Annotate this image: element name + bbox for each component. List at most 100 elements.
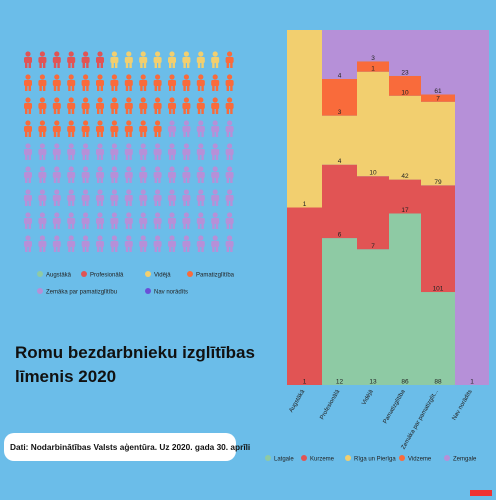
person-icon [96, 166, 104, 183]
icon-leg [115, 154, 118, 160]
icon-head [54, 97, 60, 103]
icon-leg [172, 131, 175, 137]
icon-leg [197, 200, 201, 206]
icon-body [196, 241, 205, 247]
icon-leg [143, 62, 147, 68]
person-icon [124, 212, 133, 229]
icon-leg [68, 223, 71, 229]
icon-leg [230, 131, 233, 137]
icon-leg [158, 200, 161, 206]
icon-head [97, 51, 103, 57]
icon-leg [201, 200, 204, 206]
person-icon [38, 143, 47, 160]
icon-leg [97, 246, 100, 252]
icon-leg [111, 154, 114, 160]
icon-leg [111, 85, 114, 91]
icon-leg [82, 246, 85, 252]
icon-head [126, 189, 132, 195]
icon-leg [169, 200, 172, 206]
person-icon [81, 143, 90, 160]
icon-body [52, 241, 61, 247]
icon-leg [230, 223, 233, 229]
icon-leg [140, 62, 143, 68]
person-icon [96, 120, 104, 137]
person-icon [153, 143, 162, 160]
icon-head [54, 143, 60, 149]
icon-body [168, 57, 176, 63]
person-icon [96, 97, 104, 114]
person-icon [225, 51, 234, 68]
icon-head [111, 235, 117, 241]
icon-head [212, 74, 218, 80]
value-label: 7 [436, 95, 440, 102]
icon-body [24, 57, 32, 63]
person-icon [81, 212, 90, 229]
icon-leg [197, 85, 201, 91]
icon-leg [169, 62, 172, 68]
icon-body [52, 103, 61, 109]
icon-leg [197, 62, 201, 68]
person-icon [124, 51, 133, 68]
icon-head [126, 143, 132, 149]
icon-leg [57, 154, 60, 160]
person-icon [153, 189, 162, 206]
icon-leg [129, 154, 132, 160]
icon-head [25, 97, 31, 103]
icon-leg [71, 200, 75, 206]
icon-leg [140, 223, 143, 229]
person-icon [67, 212, 76, 229]
value-label: 1 [303, 379, 307, 386]
icon-leg [169, 246, 172, 252]
person-icon [110, 189, 119, 206]
icon-head [169, 97, 175, 103]
icon-leg [71, 62, 75, 68]
icon-leg [226, 246, 229, 252]
icon-body [110, 218, 119, 224]
icon-leg [82, 154, 85, 160]
icon-head [25, 143, 31, 149]
icon-body [196, 126, 205, 132]
icon-head [227, 212, 233, 218]
icon-leg [86, 177, 89, 183]
icon-leg [129, 62, 132, 68]
bar-segment [357, 176, 389, 250]
icon-leg [57, 200, 60, 206]
icon-body [96, 149, 104, 155]
icon-head [140, 166, 146, 172]
icon-body [52, 172, 61, 178]
person-icon [67, 143, 76, 160]
icon-body [182, 241, 191, 247]
person-icon [139, 212, 148, 229]
icon-leg [115, 131, 118, 137]
icon-leg [25, 177, 28, 183]
icon-leg [68, 62, 71, 68]
icon-leg [39, 177, 42, 183]
icon-head [169, 74, 175, 80]
icon-head [111, 120, 117, 126]
person-icon [38, 166, 47, 183]
icon-head [126, 120, 132, 126]
icon-leg [212, 108, 215, 114]
icon-leg [143, 246, 147, 252]
person-icon [81, 166, 90, 183]
person-icon [96, 189, 104, 206]
icon-body [196, 172, 205, 178]
icon-body [211, 218, 220, 224]
icon-leg [115, 85, 118, 91]
icon-leg [53, 246, 57, 252]
icon-leg [82, 223, 85, 229]
icon-body [139, 149, 148, 155]
icon-body [211, 126, 220, 132]
icon-leg [53, 177, 57, 183]
icon-leg [143, 223, 147, 229]
icon-head [83, 235, 89, 241]
icon-leg [57, 62, 60, 68]
icon-body [81, 149, 90, 155]
icon-body [81, 126, 90, 132]
person-icon [211, 97, 220, 114]
icon-leg [201, 223, 204, 229]
icon-body [52, 195, 61, 201]
icon-body [196, 103, 205, 109]
bar-segment [287, 30, 322, 208]
icon-leg [212, 223, 215, 229]
